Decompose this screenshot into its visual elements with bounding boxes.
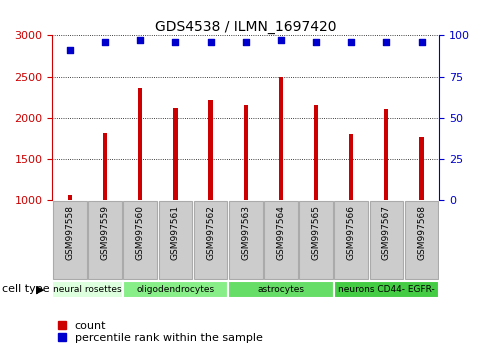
FancyBboxPatch shape xyxy=(159,201,192,279)
Text: cell type: cell type xyxy=(2,284,50,295)
FancyBboxPatch shape xyxy=(123,281,228,298)
Bar xyxy=(68,195,72,200)
FancyBboxPatch shape xyxy=(264,201,298,279)
Text: neural rosettes: neural rosettes xyxy=(53,285,122,294)
Point xyxy=(418,39,426,45)
Bar xyxy=(244,104,248,200)
FancyBboxPatch shape xyxy=(53,201,87,279)
Text: oligodendrocytes: oligodendrocytes xyxy=(136,285,215,294)
FancyBboxPatch shape xyxy=(369,201,403,279)
Text: GSM997565: GSM997565 xyxy=(311,205,320,260)
Text: GSM997564: GSM997564 xyxy=(276,205,285,260)
Bar xyxy=(138,88,142,200)
Title: GDS4538 / ILMN_1697420: GDS4538 / ILMN_1697420 xyxy=(155,21,336,34)
FancyBboxPatch shape xyxy=(194,201,228,279)
Bar xyxy=(384,109,389,200)
Point xyxy=(101,39,109,45)
Text: GSM997567: GSM997567 xyxy=(382,205,391,260)
Text: GSM997561: GSM997561 xyxy=(171,205,180,260)
FancyBboxPatch shape xyxy=(123,201,157,279)
FancyBboxPatch shape xyxy=(334,281,439,298)
Point xyxy=(312,39,320,45)
Point xyxy=(66,47,74,53)
FancyBboxPatch shape xyxy=(299,201,333,279)
Point xyxy=(347,39,355,45)
Text: astrocytes: astrocytes xyxy=(257,285,304,294)
Text: GSM997566: GSM997566 xyxy=(347,205,356,260)
Text: GSM997563: GSM997563 xyxy=(241,205,250,260)
FancyBboxPatch shape xyxy=(334,201,368,279)
Bar xyxy=(314,105,318,200)
FancyBboxPatch shape xyxy=(52,281,123,298)
Point xyxy=(136,38,144,43)
FancyBboxPatch shape xyxy=(229,201,262,279)
Bar xyxy=(173,108,178,200)
Point xyxy=(207,39,215,45)
Text: neurons CD44- EGFR-: neurons CD44- EGFR- xyxy=(338,285,435,294)
Bar xyxy=(103,132,107,200)
Point xyxy=(242,39,250,45)
Point xyxy=(382,39,390,45)
FancyBboxPatch shape xyxy=(88,201,122,279)
Text: GSM997559: GSM997559 xyxy=(101,205,110,260)
Text: GSM997562: GSM997562 xyxy=(206,205,215,260)
Point xyxy=(172,39,180,45)
FancyBboxPatch shape xyxy=(228,281,334,298)
Point xyxy=(277,38,285,43)
Text: GSM997568: GSM997568 xyxy=(417,205,426,260)
Bar xyxy=(349,134,353,200)
Text: GSM997560: GSM997560 xyxy=(136,205,145,260)
Text: ▶: ▶ xyxy=(36,284,45,295)
Bar xyxy=(209,99,213,200)
FancyBboxPatch shape xyxy=(405,201,439,279)
Legend: count, percentile rank within the sample: count, percentile rank within the sample xyxy=(58,321,262,343)
Text: GSM997558: GSM997558 xyxy=(65,205,74,260)
Bar xyxy=(279,78,283,200)
Bar xyxy=(420,137,424,200)
